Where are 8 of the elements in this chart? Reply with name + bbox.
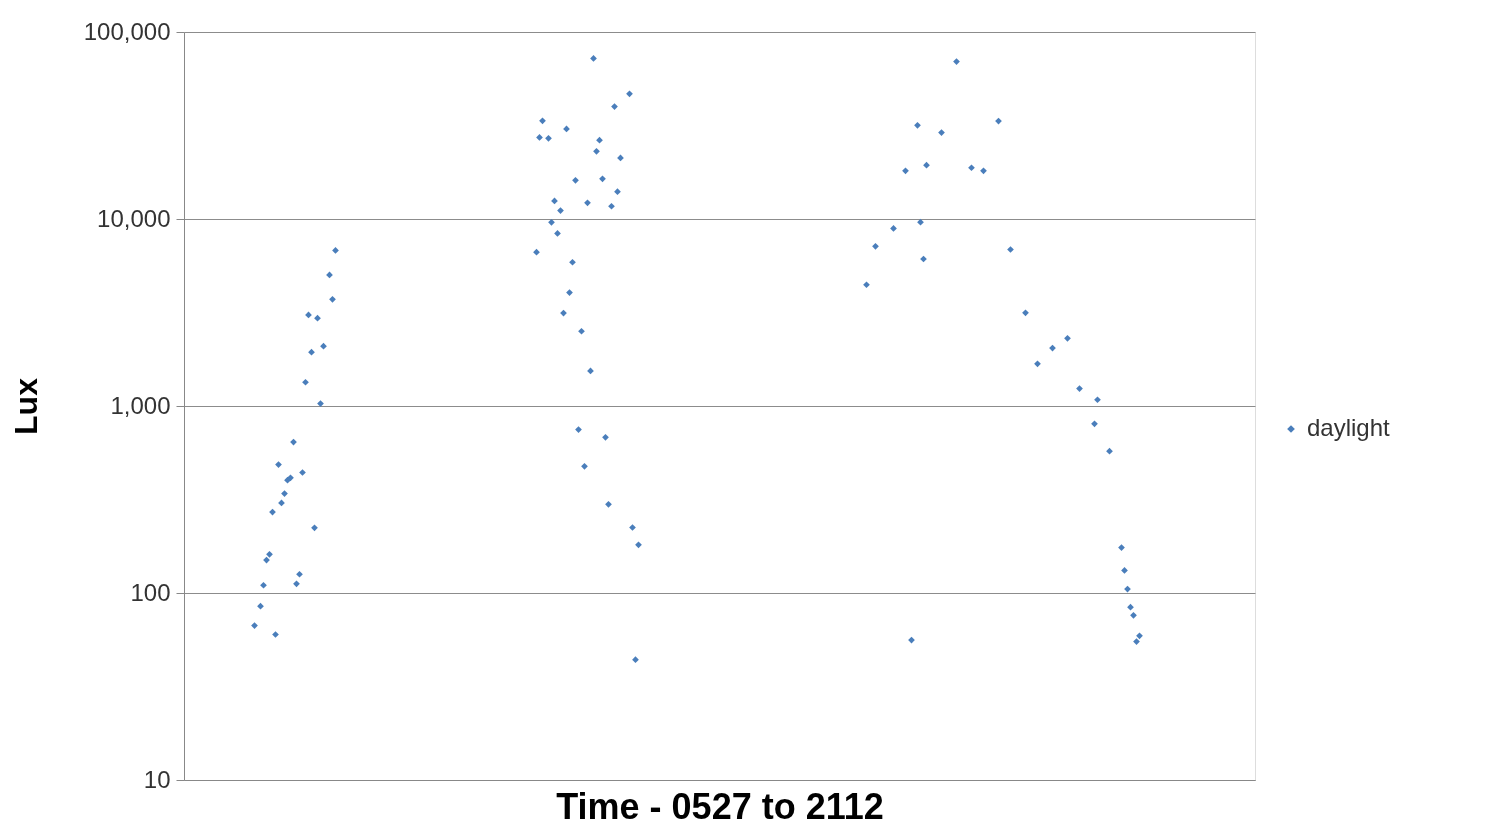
y-tick-label: 10,000 bbox=[97, 204, 171, 232]
y-tick-label: 100,000 bbox=[83, 17, 171, 45]
y-tick-label: 100 bbox=[130, 578, 171, 606]
x-axis-title: Time - 0527 to 2112 bbox=[556, 785, 884, 827]
legend-label: daylight bbox=[1307, 414, 1391, 441]
y-tick-label: 10 bbox=[143, 765, 171, 793]
y-tick-label: 1,000 bbox=[110, 391, 171, 419]
y-axis-title: Lux bbox=[7, 377, 44, 435]
